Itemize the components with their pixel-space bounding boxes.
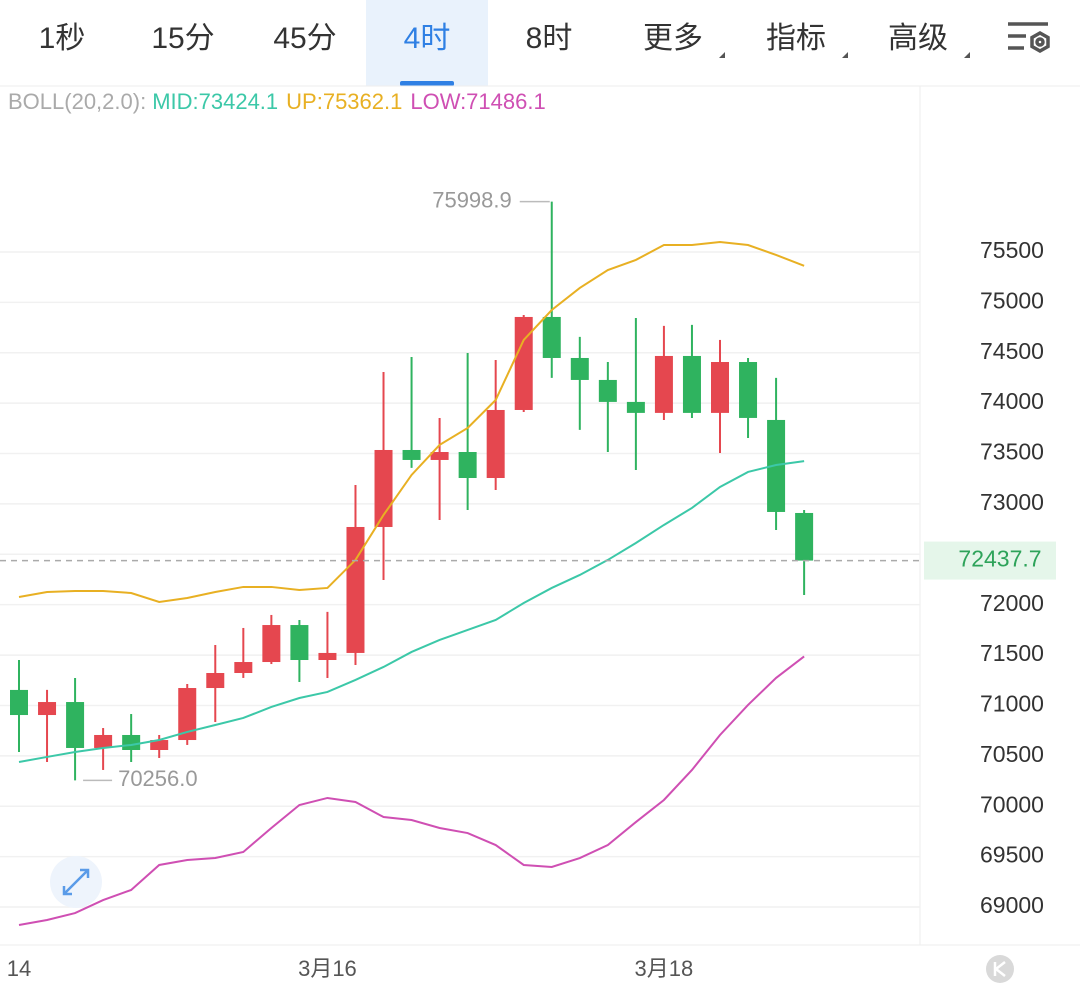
candle-body <box>430 452 449 460</box>
last-price-bg <box>924 541 1056 580</box>
active-tab-bg <box>366 0 488 86</box>
dropdown-caret <box>964 52 970 58</box>
settings-icon[interactable] <box>1008 22 1050 54</box>
y-tick-label: 73000 <box>980 489 1044 515</box>
y-tick-label: 75000 <box>980 287 1044 313</box>
boll-line <box>18 460 805 763</box>
active-tab-underline <box>400 81 454 86</box>
y-tick-label: 74000 <box>980 388 1044 414</box>
y-tick-label: 73500 <box>980 439 1044 465</box>
tab-label[interactable]: 更多 <box>643 22 703 55</box>
icon-hex <box>1030 30 1050 54</box>
y-tick-label: 70500 <box>980 741 1044 767</box>
high-label: 75998.9 <box>432 187 512 212</box>
candle-body <box>795 512 814 561</box>
x-tick-label: 3月18 <box>635 956 694 981</box>
last-price-label: 72437.7 <box>958 546 1041 572</box>
candle-body <box>711 362 729 413</box>
legend-entry: MID:73424.1 <box>152 89 278 114</box>
k-button[interactable] <box>986 955 1014 983</box>
toolbar: 1秒 15分 45分 4时 8时 更多 指标 高级 <box>39 0 970 86</box>
tab-label[interactable]: 8时 <box>526 22 573 55</box>
candle-body <box>570 357 589 380</box>
y-tick-label: 69500 <box>980 842 1044 868</box>
legend-entry: UP:75362.1 <box>286 89 402 114</box>
candle-body <box>318 652 337 661</box>
candle-body <box>94 734 113 748</box>
candle-body <box>10 689 28 716</box>
candle-body <box>486 409 505 479</box>
y-tick-label: 72000 <box>980 590 1044 616</box>
low-label: 70256.0 <box>118 766 198 791</box>
candle-body <box>262 625 281 663</box>
candle-body <box>178 688 197 741</box>
tab-label[interactable]: 1秒 <box>39 22 86 55</box>
candle-body <box>654 355 673 413</box>
candle-body <box>66 702 85 748</box>
candle-body <box>514 316 533 410</box>
candle-body <box>458 452 477 479</box>
candle-body <box>234 662 253 674</box>
y-tick-label: 75500 <box>980 237 1044 263</box>
candle-body <box>346 526 365 653</box>
y-tick-label: 71000 <box>980 691 1044 717</box>
tab-label[interactable]: 15分 <box>151 22 214 55</box>
legend-entry: LOW:71486.1 <box>410 89 545 114</box>
y-tick-label: 70000 <box>980 791 1044 817</box>
dropdown-caret <box>842 52 848 58</box>
legend-title: BOLL(20,2.0): <box>8 89 146 114</box>
candle-body <box>682 355 701 413</box>
boll-line <box>18 655 805 927</box>
expand-glyph <box>62 868 90 896</box>
boll-line <box>18 240 805 603</box>
plot: 75998.9 70256.0 72437.7 <box>0 187 1056 927</box>
candle-body <box>38 702 57 716</box>
expand-button[interactable] <box>50 856 102 908</box>
icon-dot <box>1035 37 1045 47</box>
tab-label[interactable]: 指标 <box>766 22 826 55</box>
x-tick-label: 14 <box>7 956 31 981</box>
candle-body <box>598 379 617 402</box>
candle-body <box>122 734 141 750</box>
candle-body <box>290 625 309 661</box>
tab-label[interactable]: 高级 <box>888 22 948 55</box>
k-glyph <box>993 961 1006 977</box>
candle-body <box>206 673 225 689</box>
k-bg <box>986 955 1014 983</box>
dropdown-caret <box>719 52 725 58</box>
tab-label[interactable]: 45分 <box>273 22 336 55</box>
x-tick-label: 3月16 <box>298 956 357 981</box>
tab-label[interactable]: 4时 <box>404 22 451 55</box>
y-tick-label: 74500 <box>980 338 1044 364</box>
candle-body <box>150 740 169 750</box>
legend: BOLL(20,2.0): MID:73424.1 UP:75362.1 LOW:71… <box>8 89 546 114</box>
candle-body <box>402 449 421 460</box>
candle-body <box>542 316 561 358</box>
y-tick-label: 69000 <box>980 892 1044 918</box>
candle-body <box>739 362 758 418</box>
y-tick-label: 71500 <box>980 640 1044 666</box>
candle-body <box>626 401 645 413</box>
